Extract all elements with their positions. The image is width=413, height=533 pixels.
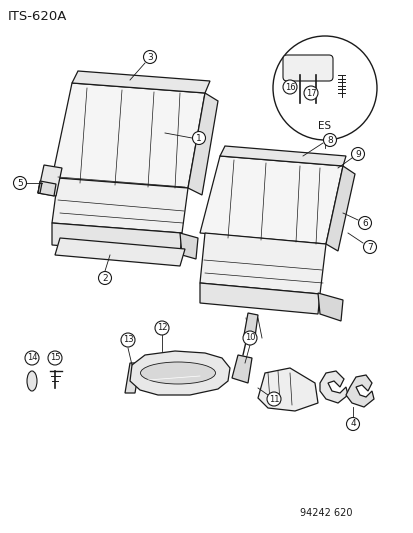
Text: ITS-620A: ITS-620A [8,10,67,23]
Polygon shape [219,146,345,166]
Text: 9: 9 [354,149,360,158]
Text: 10: 10 [244,334,255,343]
Circle shape [266,392,280,406]
Polygon shape [317,293,342,321]
Circle shape [143,51,156,63]
Polygon shape [52,83,204,188]
Polygon shape [243,313,257,337]
Text: 3: 3 [147,52,152,61]
Polygon shape [38,181,56,196]
Text: 1: 1 [196,133,202,142]
Circle shape [14,176,26,190]
Polygon shape [130,351,230,395]
Polygon shape [345,375,373,407]
Circle shape [154,321,169,335]
Text: 15: 15 [50,353,60,362]
Polygon shape [38,165,62,196]
Text: 5: 5 [17,179,23,188]
Circle shape [25,351,39,365]
Polygon shape [188,93,218,195]
Text: ES: ES [318,121,331,131]
Text: 14: 14 [27,353,37,362]
Circle shape [363,240,375,254]
Circle shape [192,132,205,144]
Text: 2: 2 [102,273,107,282]
Circle shape [303,86,317,100]
Ellipse shape [140,362,215,384]
Text: 4: 4 [349,419,355,429]
Polygon shape [38,183,42,193]
Polygon shape [319,371,347,403]
Polygon shape [52,223,182,255]
FancyBboxPatch shape [282,55,332,81]
Circle shape [98,271,111,285]
Text: 16: 16 [284,83,294,92]
Circle shape [121,333,135,347]
Circle shape [351,148,363,160]
Circle shape [242,331,256,345]
Text: 11: 11 [268,394,279,403]
Text: 8: 8 [326,135,332,144]
Circle shape [323,133,336,147]
Circle shape [358,216,370,230]
Text: 13: 13 [122,335,133,344]
Polygon shape [72,71,209,93]
Circle shape [48,351,62,365]
Polygon shape [55,238,185,266]
Polygon shape [199,283,319,314]
Ellipse shape [27,371,37,391]
Polygon shape [199,233,325,294]
Polygon shape [325,166,354,251]
Text: 12: 12 [157,324,167,333]
Polygon shape [52,178,188,233]
Polygon shape [125,363,140,393]
Polygon shape [257,368,317,411]
Circle shape [282,80,296,94]
Polygon shape [199,156,342,244]
Text: 6: 6 [361,219,367,228]
Text: 94242 620: 94242 620 [299,508,351,518]
Text: 17: 17 [305,88,316,98]
Circle shape [272,36,376,140]
Circle shape [346,417,358,431]
Polygon shape [180,233,197,259]
Text: 7: 7 [366,243,372,252]
Polygon shape [231,355,252,383]
